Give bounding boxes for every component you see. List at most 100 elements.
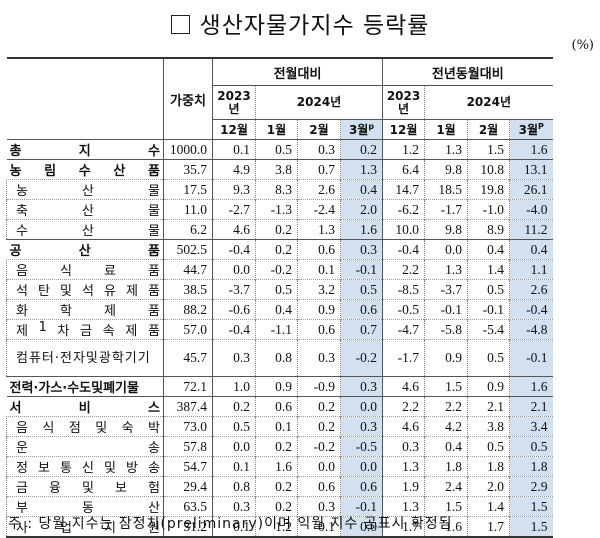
yoy-value-cell: 1.7 [467,516,510,538]
yoy-value-cell: -5.8 [424,319,468,340]
table-row: 공 산 품 502.5 -0.4 0.2 0.6 0.3 -0.4 0.0 0.4 0.4 [6,239,553,260]
yoy-value-cell: -1.7 [424,199,468,220]
table-row: 운 송 57.8 0.0 0.2 -0.2 -0.5 0.3 0.4 0.5 0.5 [6,436,553,457]
weight-cell: 29.4 [163,476,213,497]
row-label-part: 신 [82,461,94,476]
row-label-part: 및 [95,421,108,436]
yoy-value-cell: 1.3 [382,496,425,517]
row-label-part: 속 [102,324,115,339]
mom-value-cell: 0.1 [212,456,256,477]
row-label-part: 험 [148,481,160,496]
row-label-part: 림 [44,164,57,179]
row-label-part: 보 [115,481,127,496]
yoy-value-cell: 2.9 [509,476,553,497]
yoy-value-cell: -8.5 [382,279,425,300]
page-title: 생산자물가지수 등락률 [0,6,600,40]
row-label-part: 학 [60,304,72,319]
yoy-value-cell: 4.6 [382,416,425,437]
row-label-part: 정 [16,461,28,476]
row-label-part: 식 [42,421,55,436]
yoy-feb-header: 2월 [467,119,510,140]
yoy-value-cell: 0.9 [467,376,510,397]
unit-label: (%) [571,38,595,53]
mom-value-cell: 0.3 [212,339,256,377]
row-label-part: 산 [82,224,94,239]
weight-cell: 31.2 [163,516,213,538]
yoy-value-cell: 2.6 [509,279,553,300]
weight-cell: 387.4 [163,396,213,417]
yoy-value-cell: -0.4 [509,299,553,320]
mom-value-cell: 0.3 [212,496,256,517]
mom-value-cell: 0.6 [297,476,341,497]
mom-value-cell: 1.2 [255,516,298,538]
table-row: 전력·가스·수도및폐기물 72.1 1.0 0.9 -0.9 0.3 4.6 1.5 0.9 1.… [6,376,553,397]
row-label-part: 탄 [38,284,50,299]
row-label-part: 석 [16,284,28,299]
mom-value-cell: 0.5 [255,139,298,160]
row-label: 컴퓨터·전자및광학기기 [10,351,160,366]
yoy-value-cell: 0.4 [467,239,510,260]
mom-value-cell: 0.6 [297,319,341,340]
row-label-part: 품 [147,324,160,339]
table-row: 금 융 및 보 험 29.4 0.8 0.2 0.6 0.6 1.9 2.4 2.0 2.9 [6,476,553,497]
table-row: 제 1 차 금 속 제 품 57.0 -0.4 -1.1 0.6 0.7 -4.7 -5.8 -5.4 -4.… [6,319,553,340]
yoy-value-cell: -3.7 [424,279,468,300]
row-label-part: 송 [148,461,160,476]
table-row: 정 보 통 신 및 방 송 54.7 0.1 1.6 0.0 0.0 1.3 1.8 1.8 1.8 [6,456,553,477]
yoy-value-cell: 0.5 [467,436,510,457]
yoy-value-cell: 0.5 [467,339,510,377]
mom-value-cell: 0.2 [339,139,383,160]
weight-header: 가중치 [163,58,213,140]
mom-value-cell: -0.5 [339,436,383,457]
yoy-value-cell: 1.8 [467,456,510,477]
yoy-value-cell: 2.2 [382,259,425,280]
table-row: 컴퓨터·전자및광학기기 45.7 0.3 0.8 0.3 -0.2 -1.7 0.9 0.5 -0… [6,339,553,377]
yoy-value-cell: -1.0 [467,199,510,220]
row-label-part: 서 [9,401,22,416]
table-row: 총 지 수 1000.0 0.1 0.5 0.3 0.2 1.2 1.3 1.5 1.6 [6,139,553,160]
row-label-part: 제 [104,304,116,319]
yoy-2023-header: 2023년 [382,85,425,120]
yoy-value-cell: -0.1 [424,299,468,320]
mom-value-cell: 0.9 [255,376,298,397]
row-label-part: 농 [16,184,28,199]
yoy-value-cell: 0.3 [382,436,425,457]
mom-value-cell: 0.0 [297,456,341,477]
mom-value-cell: 4.6 [212,219,256,240]
weight-cell: 44.7 [163,259,213,280]
yoy-value-cell: 18.5 [424,179,468,200]
yoy-value-cell: 1.3 [382,456,425,477]
row-label-part: 축 [16,204,28,219]
mom-value-cell: -2.7 [212,199,256,220]
yoy-value-cell: 4.6 [382,376,425,397]
weight-cell: 35.7 [163,159,213,180]
mom-value-cell: 0.7 [339,319,383,340]
mom-value-cell: 0.0 [212,259,256,280]
title-text: 생산자물가지수 등락률 [199,13,430,39]
yoy-value-cell: 1.3 [424,259,468,280]
mom-value-cell: 1.3 [297,219,341,240]
table-row: 서 비 스 387.4 0.2 0.6 0.2 0.0 2.2 2.2 2.1 2.1 [6,396,553,417]
row-label-part: 및 [104,461,116,476]
mom-value-cell: 0.0 [212,436,256,457]
row-label-part: 산 [82,184,94,199]
row-label-part: 컴퓨터·전자및광학기기 [16,350,151,366]
mom-value-cell: 0.6 [297,239,341,260]
yoy-jan-header: 1월 [424,119,468,140]
table-row: 축 산 물 11.0 -2.7 -1.3 -2.4 2.0 -6.2 -1.7 -1.0 -4.0 [6,199,553,220]
mom-value-cell: 2.6 [297,179,341,200]
row-label-part: 융 [49,481,61,496]
row-label-part: 숙 [121,421,134,436]
